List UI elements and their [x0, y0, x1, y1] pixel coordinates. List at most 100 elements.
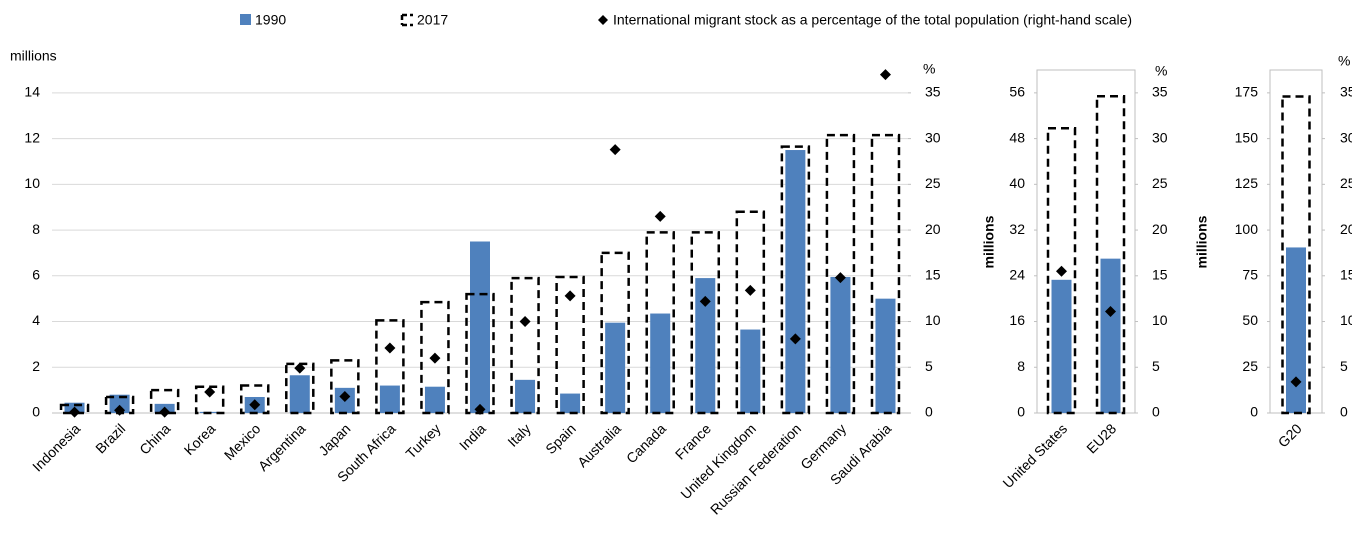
y2-tick-label: 30 — [925, 129, 941, 145]
y-tick-label: 16 — [1009, 312, 1025, 328]
y-tick-label: 150 — [1235, 129, 1259, 145]
share-marker — [159, 406, 171, 418]
bar-2017 — [780, 145, 811, 415]
share-marker — [789, 333, 801, 345]
bar-2017 — [825, 133, 856, 415]
y-tick-label: 6 — [32, 267, 40, 283]
x-tick-label: EU28 — [1083, 420, 1119, 456]
bar-1990 — [1286, 247, 1306, 413]
y-tick-label: 175 — [1235, 84, 1259, 100]
y2-axis-title: % — [1338, 53, 1350, 69]
x-tick-label: Italy — [504, 420, 533, 449]
y2-tick-label: 35 — [925, 84, 941, 100]
share-marker — [654, 210, 666, 222]
legend-label: 1990 — [255, 12, 286, 28]
bar-2017 — [1095, 95, 1126, 415]
share-marker — [1290, 376, 1302, 388]
share-marker — [519, 316, 531, 328]
bar-2017 — [420, 300, 450, 415]
y2-tick-label: 20 — [1340, 221, 1352, 237]
y2-tick-label: 0 — [1340, 404, 1348, 420]
share-marker — [114, 404, 126, 416]
y-tick-label: 8 — [1017, 358, 1025, 374]
y2-axis-title: % — [923, 61, 935, 77]
y2-axis-title: % — [1155, 63, 1167, 79]
y2-tick-label: 30 — [1152, 129, 1168, 145]
y2-tick-label: 25 — [925, 175, 941, 191]
y-tick-label: 8 — [32, 221, 40, 237]
x-tick-label: Japan — [315, 420, 353, 458]
y-tick-label: 12 — [24, 129, 40, 145]
share-marker — [699, 295, 711, 307]
x-tick-label: Canada — [623, 420, 669, 466]
y-tick-label: 14 — [24, 84, 40, 100]
y2-tick-label: 5 — [1340, 358, 1348, 374]
bar-1990 — [605, 322, 626, 413]
bar-2017 — [149, 388, 180, 415]
x-tick-label: Brazil — [92, 420, 128, 456]
x-tick-label: Indonesia — [29, 420, 83, 474]
y-tick-label: 4 — [32, 312, 40, 328]
y-tick-label: 75 — [1242, 267, 1258, 283]
bar-1990 — [740, 329, 761, 413]
bar-1990 — [1051, 279, 1072, 413]
bar-2017 — [645, 231, 675, 415]
bar-2017 — [870, 133, 901, 415]
y2-tick-label: 0 — [925, 404, 933, 420]
y-axis-title: millions — [981, 215, 997, 268]
bar-1990 — [515, 379, 536, 413]
x-tick-label: Turkey — [402, 420, 443, 461]
legend-label: 2017 — [417, 12, 448, 28]
share-marker — [294, 362, 306, 374]
bar-2017 — [735, 210, 766, 415]
y2-tick-label: 25 — [1152, 175, 1168, 191]
y-axis-title: millions — [10, 48, 57, 64]
y2-tick-label: 10 — [1152, 312, 1168, 328]
bar-2017 — [375, 319, 405, 415]
bar-1990 — [379, 385, 400, 413]
bar-2017 — [239, 384, 270, 415]
y-tick-label: 25 — [1242, 358, 1258, 374]
y-tick-label: 0 — [1250, 404, 1258, 420]
share-marker — [879, 69, 891, 81]
y2-tick-label: 25 — [1340, 175, 1352, 191]
y2-tick-label: 10 — [925, 312, 941, 328]
y-tick-label: 50 — [1242, 312, 1258, 328]
x-tick-label: Argentina — [255, 420, 309, 474]
y2-tick-label: 35 — [1152, 84, 1168, 100]
share-marker — [69, 406, 81, 418]
bar-1990 — [830, 276, 851, 413]
share-marker — [1105, 305, 1116, 317]
bar-1990 — [470, 241, 490, 413]
x-tick-label: Mexico — [221, 420, 264, 463]
y2-tick-label: 20 — [1152, 221, 1168, 237]
legend-label: International migrant stock as a percent… — [613, 12, 1132, 28]
x-tick-label: Spain — [542, 420, 579, 457]
bar-1990 — [560, 393, 581, 413]
share-marker — [1056, 265, 1067, 277]
y-tick-label: 10 — [24, 175, 40, 191]
share-marker — [339, 391, 351, 403]
y2-tick-label: 20 — [925, 221, 941, 237]
y-tick-label: 2 — [32, 358, 40, 374]
share-marker — [564, 290, 576, 302]
bar-1990 — [289, 375, 310, 413]
y2-tick-label: 15 — [925, 267, 941, 283]
x-tick-label: Korea — [181, 420, 219, 458]
y-tick-label: 56 — [1009, 84, 1025, 100]
bar-2017 — [330, 359, 360, 415]
y2-tick-label: 5 — [925, 358, 933, 374]
y2-tick-label: 35 — [1340, 84, 1352, 100]
x-tick-label: G20 — [1275, 420, 1305, 450]
y2-tick-label: 15 — [1340, 267, 1352, 283]
y2-tick-label: 15 — [1152, 267, 1168, 283]
legend-swatch — [598, 15, 608, 25]
y-tick-label: 32 — [1009, 221, 1025, 237]
x-tick-label: United States — [999, 420, 1070, 491]
bar-1990 — [875, 298, 896, 413]
x-tick-label: China — [136, 420, 173, 457]
share-marker — [204, 386, 216, 398]
bar-2017 — [600, 251, 630, 415]
